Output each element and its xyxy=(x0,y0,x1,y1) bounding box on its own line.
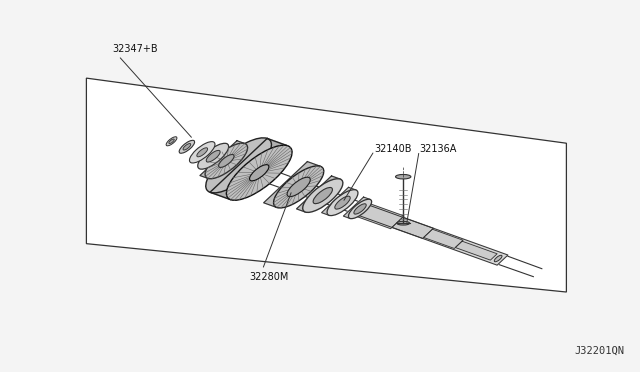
Polygon shape xyxy=(357,205,508,265)
Ellipse shape xyxy=(303,179,343,212)
Ellipse shape xyxy=(494,255,502,262)
Ellipse shape xyxy=(169,139,174,144)
Polygon shape xyxy=(210,138,288,200)
Text: J32201QN: J32201QN xyxy=(574,345,624,355)
Ellipse shape xyxy=(354,204,366,214)
Text: 32136A: 32136A xyxy=(419,144,456,154)
Ellipse shape xyxy=(287,177,310,197)
Polygon shape xyxy=(200,141,245,178)
Polygon shape xyxy=(296,176,340,212)
Polygon shape xyxy=(322,187,356,215)
Text: 32347+B: 32347+B xyxy=(112,44,157,54)
Ellipse shape xyxy=(197,148,207,157)
Polygon shape xyxy=(86,78,566,292)
Ellipse shape xyxy=(205,138,271,193)
Ellipse shape xyxy=(313,187,332,203)
Ellipse shape xyxy=(189,142,215,163)
Ellipse shape xyxy=(179,140,195,153)
Ellipse shape xyxy=(219,154,234,167)
Polygon shape xyxy=(344,197,370,218)
Ellipse shape xyxy=(273,166,324,208)
Ellipse shape xyxy=(396,174,411,179)
Ellipse shape xyxy=(397,221,410,225)
Text: 32140B: 32140B xyxy=(374,144,412,154)
Ellipse shape xyxy=(166,137,177,146)
Ellipse shape xyxy=(250,165,269,181)
Polygon shape xyxy=(455,241,497,260)
Ellipse shape xyxy=(348,199,372,219)
Ellipse shape xyxy=(327,190,358,216)
Ellipse shape xyxy=(206,150,220,162)
Ellipse shape xyxy=(183,144,191,150)
Ellipse shape xyxy=(198,143,228,169)
Polygon shape xyxy=(424,229,463,248)
Ellipse shape xyxy=(205,143,248,179)
Polygon shape xyxy=(355,203,404,229)
Polygon shape xyxy=(264,161,321,208)
Ellipse shape xyxy=(335,196,350,209)
Ellipse shape xyxy=(227,145,292,200)
Polygon shape xyxy=(392,217,433,238)
Text: 32280M: 32280M xyxy=(250,272,289,282)
